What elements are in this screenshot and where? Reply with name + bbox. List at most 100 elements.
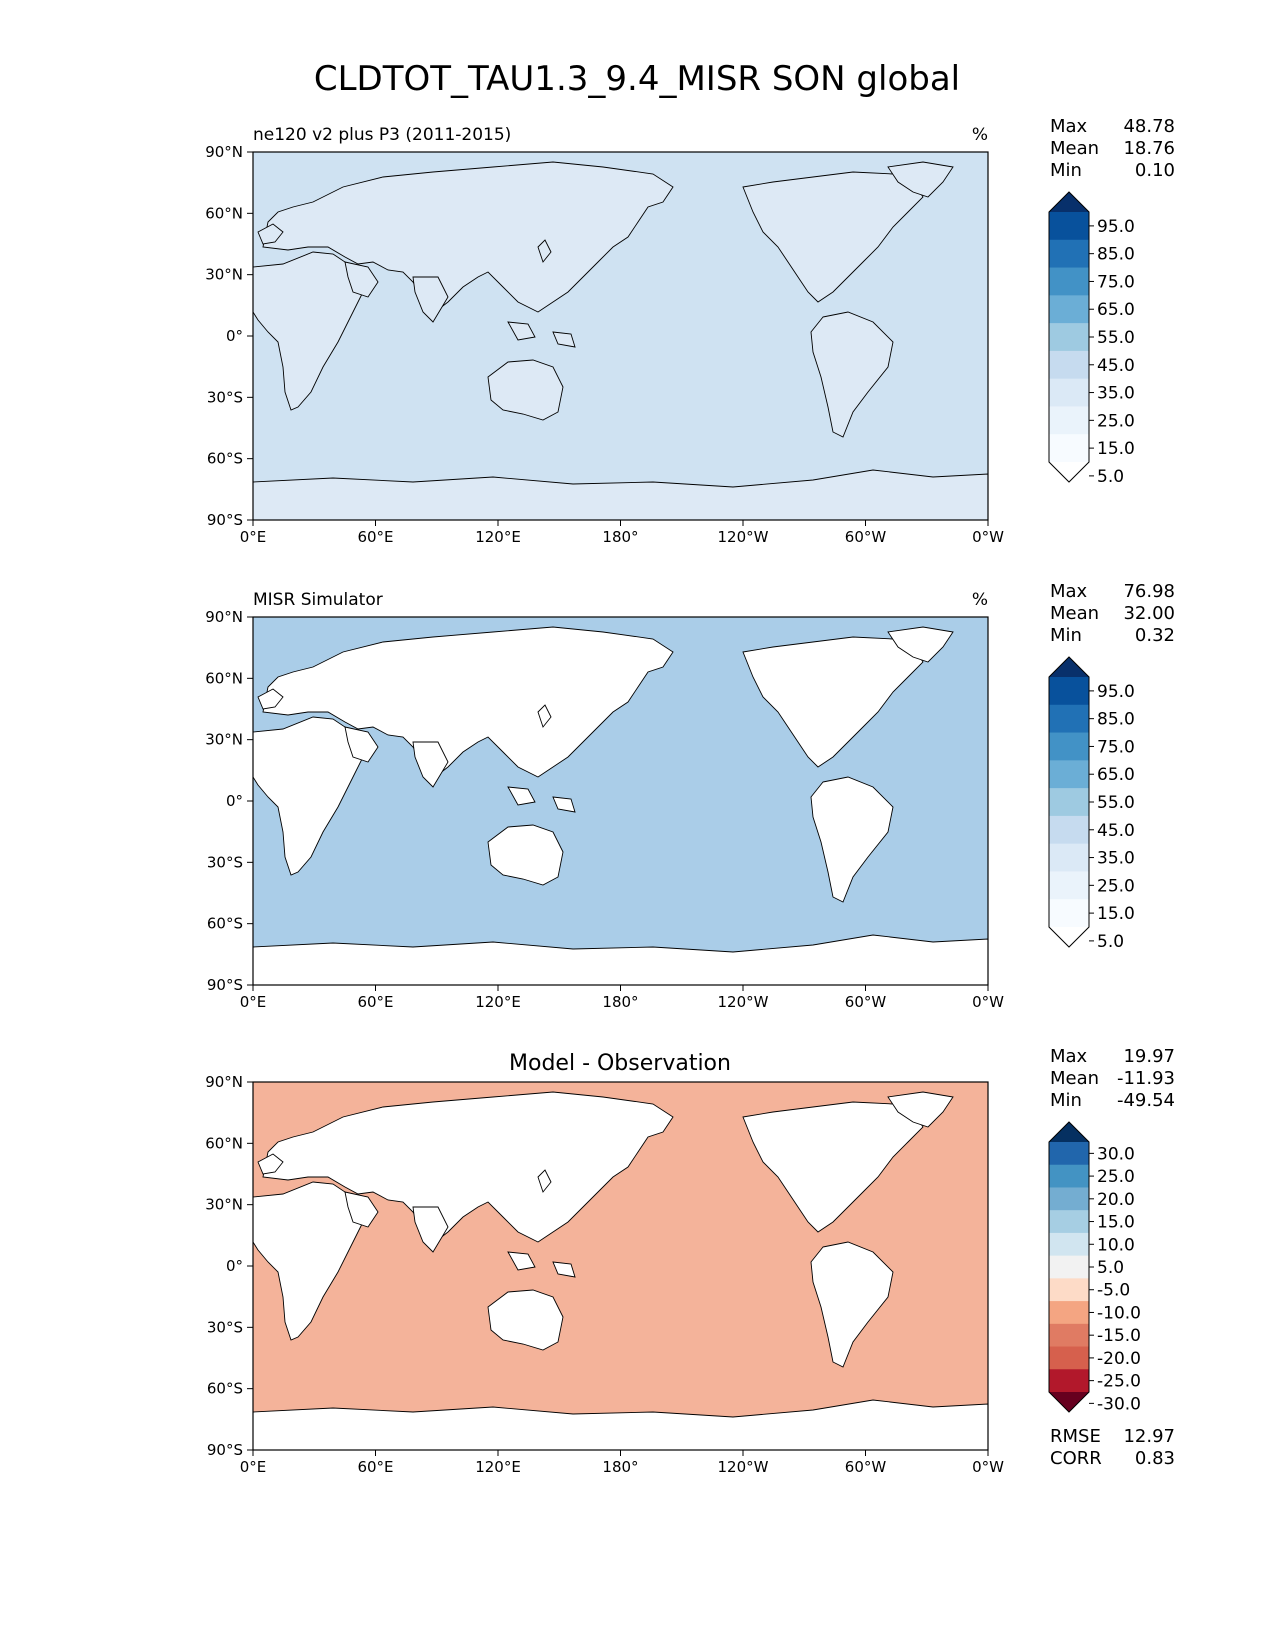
stats-block: Max 48.78 Mean 18.76 Min 0.10 (1050, 116, 1175, 181)
stat-label: Max (1050, 581, 1088, 602)
lat-tick-label: 30°S (207, 388, 243, 406)
colorbar-segment (1049, 1323, 1089, 1348)
colorbar-label: 35.0 (1097, 849, 1135, 869)
lon-tick-label: 60°E (357, 1458, 393, 1476)
lon-tick-label: 120°W (718, 528, 769, 546)
colorbar-label: 10.0 (1097, 1235, 1135, 1255)
colorbar-segment (1049, 1142, 1089, 1166)
stat-value: 19.97 (1123, 1046, 1175, 1067)
colorbar-segment (1049, 1346, 1089, 1370)
lon-tick-label: 120°E (475, 1458, 521, 1476)
lon-tick-label: 0°E (240, 1458, 267, 1476)
stat-value: 32.00 (1123, 603, 1175, 624)
colorbar-outline (1048, 1121, 1090, 1413)
lon-tick-label: 180° (602, 993, 638, 1011)
axis-ticks: 90°N 60°N 30°N 0° 30°S 60°S 90°S0°E 60°E 120°E 18… (205, 1073, 1004, 1476)
colorbar-segment (1049, 295, 1089, 324)
colorbar-segment (1049, 406, 1089, 435)
lon-tick-label: 120°E (475, 528, 521, 546)
figure-title: CLDTOT_TAU1.3_9.4_MISR SON global (314, 59, 960, 99)
stat-value: 76.98 (1123, 581, 1175, 602)
colorbar-label: 55.0 (1097, 793, 1135, 813)
colorbar-segment (1049, 1232, 1089, 1257)
colorbar-segment (1049, 732, 1089, 761)
lon-tick-label: 0°E (240, 993, 267, 1011)
colorbar-label: 55.0 (1097, 328, 1135, 348)
panel-units: % (972, 590, 988, 610)
stat-label: Max (1050, 1046, 1088, 1067)
colorbar-label: 5.0 (1097, 467, 1124, 487)
colorbar-segment (1049, 760, 1089, 789)
colorbar-label: 65.0 (1097, 300, 1135, 320)
colorbar-segment (1049, 1369, 1089, 1393)
lat-tick-label: 90°N (205, 143, 243, 161)
colorbar-label: 95.0 (1097, 682, 1135, 702)
colorbar-label: -15.0 (1097, 1326, 1141, 1346)
colorbar: 95.0 85.0 75.0 65.0 55.0 45.0 35.0 25.0 15.0 5.0 (1048, 191, 1135, 487)
lon-tick-label: 60°W (845, 1458, 887, 1476)
colorbar-label: -10.0 (1097, 1303, 1141, 1323)
colorbar-label: 20.0 (1097, 1190, 1135, 1210)
lat-tick-label: 60°S (207, 915, 243, 933)
stat-value: -11.93 (1117, 1068, 1175, 1089)
colorbar-label: -20.0 (1097, 1349, 1141, 1369)
colorbar-segment (1049, 239, 1089, 269)
stats-block: Max 19.97 Mean -11.93 Min -49.54 (1050, 1046, 1175, 1111)
lat-tick-label: 90°S (207, 511, 243, 529)
lon-tick-label: 180° (602, 1458, 638, 1476)
lat-tick-label: 90°S (207, 976, 243, 994)
stat-label: Max (1050, 116, 1088, 137)
stat-label: Min (1050, 160, 1082, 181)
stat-value: 18.76 (1123, 138, 1175, 159)
lon-tick-label: 120°E (475, 993, 521, 1011)
axis-ticks: 90°N 60°N 30°N 0° 30°S 60°S 90°S0°E 60°E 120°E 18… (205, 608, 1004, 1011)
metric-value: 12.97 (1123, 1426, 1175, 1447)
stat-label: Min (1050, 625, 1082, 646)
side-panels: Max 48.78 Mean 18.76 Min 0.10 95.0 85.0 75.0 65.0… (1048, 116, 1175, 1469)
colorbar-label: 25.0 (1097, 876, 1135, 896)
colorbar-segment (1049, 1164, 1089, 1188)
lon-tick-label: 120°W (718, 1458, 769, 1476)
colorbar-extend-top (1049, 657, 1089, 677)
stat-value: 0.10 (1135, 160, 1175, 181)
colorbar-segment (1049, 1301, 1089, 1325)
lat-tick-label: 30°S (207, 1318, 243, 1336)
colorbar-segment (1049, 871, 1089, 900)
colorbar-outline (1048, 191, 1090, 483)
metric-label: CORR (1050, 1448, 1102, 1469)
lat-tick-label: 90°S (207, 1441, 243, 1459)
colorbar-label: 30.0 (1097, 1144, 1135, 1164)
lon-tick-label: 0°W (972, 1458, 1004, 1476)
colorbar-segment (1049, 843, 1089, 872)
panel-model: ne120 v2 plus P3 (2011-2015) % 90°N 60°N 3… (205, 125, 1004, 546)
colorbar-label: 65.0 (1097, 765, 1135, 785)
colorbar-label: 45.0 (1097, 821, 1135, 841)
colorbar-segment (1049, 434, 1089, 463)
lat-tick-label: 90°N (205, 1073, 243, 1091)
metric-label: RMSE (1050, 1426, 1101, 1447)
colorbar-segment (1049, 899, 1089, 928)
panel-left-title: MISR Simulator (253, 590, 383, 610)
colorbar-outline (1048, 656, 1090, 948)
lat-tick-label: 30°N (205, 1196, 243, 1214)
stat-label: Mean (1050, 138, 1099, 159)
colorbar-label: 75.0 (1097, 272, 1135, 292)
colorbar-extend-top (1049, 192, 1089, 212)
colorbar-segment (1049, 788, 1089, 817)
colorbar-label: 95.0 (1097, 217, 1135, 237)
colorbar-segment (1049, 1187, 1089, 1211)
stats-block: Max 76.98 Mean 32.00 Min 0.32 (1050, 581, 1175, 646)
lat-tick-label: 60°N (205, 204, 243, 222)
colorbar-label: -5.0 (1097, 1281, 1130, 1301)
colorbar-segment (1049, 1278, 1089, 1302)
colorbar-segment (1049, 704, 1089, 734)
panel-center-title: Model - Observation (509, 1051, 731, 1076)
stat-value: -49.54 (1117, 1090, 1175, 1111)
lat-tick-label: 30°S (207, 853, 243, 871)
colorbar-label: 85.0 (1097, 245, 1135, 265)
colorbar-label: 35.0 (1097, 384, 1135, 404)
colorbar-segment (1049, 1255, 1089, 1279)
panel-observation: MISR Simulator % 90°N60°N30°N0°30°S60°S9… (205, 590, 1004, 1011)
stat-label: Min (1050, 1090, 1082, 1111)
colorbar-label: -30.0 (1097, 1394, 1141, 1414)
